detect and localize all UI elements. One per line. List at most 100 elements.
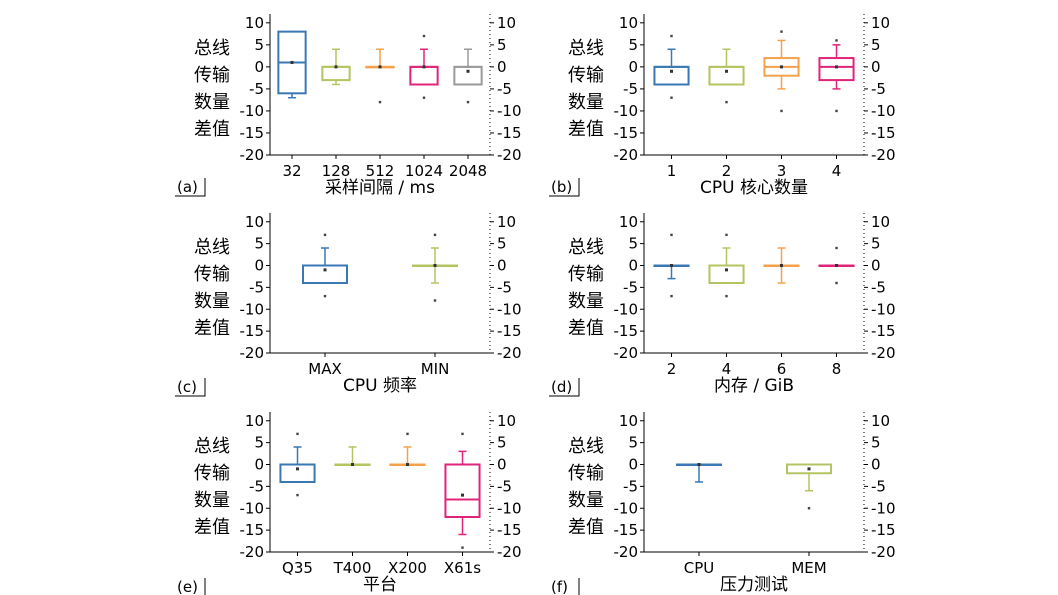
outlier-point	[323, 233, 327, 237]
panel-label-bracket	[204, 578, 206, 595]
x-tick-label: MAX	[308, 360, 341, 378]
outlier-point	[780, 109, 783, 113]
outlier-point	[835, 281, 838, 285]
box-T400	[334, 446, 371, 466]
box-X200	[389, 432, 426, 466]
y-tick-label-right: -20	[497, 146, 522, 164]
y-axis-label: 传输	[194, 65, 230, 86]
y-tick-label-left: 10	[245, 412, 264, 430]
y-tick-label-left: -20	[614, 146, 639, 164]
mean-marker	[780, 65, 783, 69]
y-axis-label: 传输	[194, 264, 230, 285]
y-axis-label: 总线	[568, 237, 604, 258]
panel-label: (d)	[551, 378, 572, 396]
mean-marker	[461, 493, 464, 497]
y-tick-label-right: 10	[497, 14, 516, 32]
y-tick-label-left: 0	[628, 58, 638, 76]
y-axis-label: 数量	[568, 291, 604, 312]
y-tick-label-left: -5	[623, 477, 638, 495]
x-tick-label: 6	[777, 360, 787, 378]
y-tick-label-right: -10	[497, 300, 522, 318]
panel-label: (b)	[551, 178, 572, 196]
outlier-point	[835, 109, 838, 113]
y-tick-label-right: -5	[871, 278, 886, 296]
y-axis-label: 差值	[568, 318, 604, 339]
mean-marker	[422, 65, 426, 69]
y-tick-label-left: -10	[614, 102, 639, 120]
x-tick-label: 2	[667, 360, 677, 378]
y-tick-label-left: 0	[254, 456, 264, 474]
outlier-point	[780, 30, 783, 33]
box-4	[708, 233, 745, 298]
x-axis-label: 内存 / GiB	[714, 376, 794, 396]
outlier-point	[422, 34, 426, 38]
x-tick-label: 2	[722, 162, 732, 180]
outlier-point	[378, 100, 382, 104]
box-4	[818, 39, 855, 113]
x-tick-label: 3	[777, 162, 787, 180]
y-axis-label: 传输	[568, 264, 604, 285]
y-tick-label-right: 10	[871, 412, 890, 430]
y-tick-label-right: -5	[871, 477, 886, 495]
outlier-point	[466, 100, 470, 104]
y-tick-label-left: -5	[623, 278, 638, 296]
y-axis-label: 数量	[194, 490, 230, 511]
y-axis-label: 传输	[568, 463, 604, 484]
box-8	[818, 246, 855, 285]
y-tick-label-right: 0	[497, 257, 507, 275]
y-tick-label-right: -5	[871, 80, 886, 98]
y-tick-label-right: 10	[497, 213, 516, 231]
box-X61s	[444, 432, 481, 549]
mean-marker	[466, 69, 470, 73]
box-rect	[409, 65, 439, 86]
y-tick-label-left: -10	[240, 300, 265, 318]
y-tick-label-left: -10	[614, 499, 639, 517]
mean-marker	[835, 264, 838, 267]
y-tick-label-left: 10	[619, 14, 638, 32]
outlier-point	[725, 100, 728, 104]
y-tick-label-left: -10	[614, 300, 639, 318]
y-axis-label: 数量	[568, 92, 604, 113]
panel-label-bracket	[175, 378, 206, 397]
panel-label-bracket	[175, 178, 206, 197]
outlier-point	[835, 39, 838, 42]
y-tick-label-left: -20	[614, 344, 639, 362]
y-tick-label-left: -15	[240, 322, 265, 340]
x-axis-label: 压力测试	[720, 575, 788, 595]
box-6	[763, 247, 800, 284]
y-tick-label-left: -20	[240, 344, 265, 362]
x-tick-label: X61s	[444, 559, 481, 577]
y-tick-label-right: -20	[497, 543, 522, 561]
outlier-point	[323, 294, 327, 298]
y-tick-label-right: -15	[871, 124, 896, 142]
y-tick-label-right: 5	[497, 36, 507, 54]
y-tick-label-right: -15	[871, 322, 896, 340]
mean-marker	[406, 463, 409, 466]
y-axis-label: 差值	[568, 119, 604, 140]
y-tick-label-left: 10	[245, 14, 264, 32]
outlier-point	[725, 233, 728, 237]
outlier-point	[670, 96, 673, 99]
box-rect	[302, 264, 348, 284]
x-tick-label: 1	[667, 162, 677, 180]
x-tick-label: 512	[366, 162, 395, 180]
y-tick-label-right: -15	[497, 124, 522, 142]
box-MAX	[302, 233, 348, 298]
panel-label-bracket	[549, 178, 580, 197]
y-tick-label-right: -15	[871, 521, 896, 539]
y-tick-label-right: 5	[497, 235, 507, 253]
y-tick-label-right: -10	[871, 499, 896, 517]
y-tick-label-left: 5	[254, 36, 264, 54]
y-axis-label: 差值	[194, 119, 230, 140]
mean-marker	[433, 264, 437, 267]
outlier-point	[461, 546, 464, 549]
y-tick-label-left: 5	[254, 434, 264, 452]
box-3	[763, 30, 800, 113]
y-axis-label: 数量	[568, 490, 604, 511]
y-tick-label-right: 10	[497, 412, 516, 430]
x-axis-label: 平台	[363, 575, 397, 595]
y-tick-label-left: -15	[614, 124, 639, 142]
outlier-point	[406, 432, 409, 436]
box-rect	[444, 463, 481, 518]
